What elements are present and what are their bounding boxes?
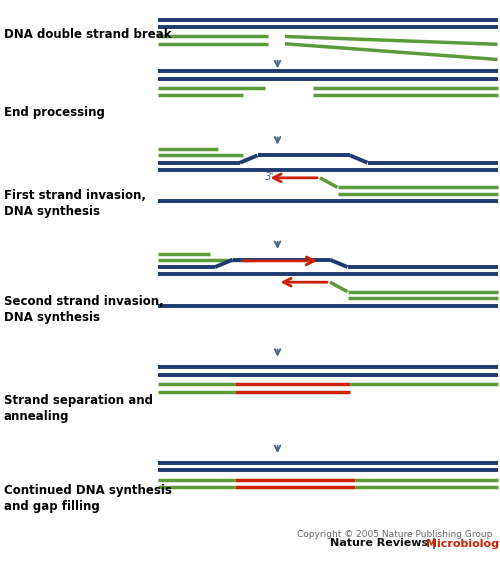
- Text: DNA double strand break: DNA double strand break: [4, 28, 172, 42]
- Text: Microbiology: Microbiology: [426, 539, 500, 549]
- Text: Second strand invasion,
DNA synthesis: Second strand invasion, DNA synthesis: [4, 295, 164, 324]
- Text: Copyright © 2005 Nature Publishing Group: Copyright © 2005 Nature Publishing Group: [297, 530, 492, 539]
- Text: First strand invasion,
DNA synthesis: First strand invasion, DNA synthesis: [4, 189, 146, 218]
- Text: Nature Reviews |: Nature Reviews |: [330, 537, 440, 549]
- Text: Continued DNA synthesis
and gap filling: Continued DNA synthesis and gap filling: [4, 484, 172, 513]
- Text: Strand separation and
annealing: Strand separation and annealing: [4, 394, 153, 423]
- Text: 3': 3': [265, 172, 274, 182]
- Text: End processing: End processing: [4, 105, 105, 119]
